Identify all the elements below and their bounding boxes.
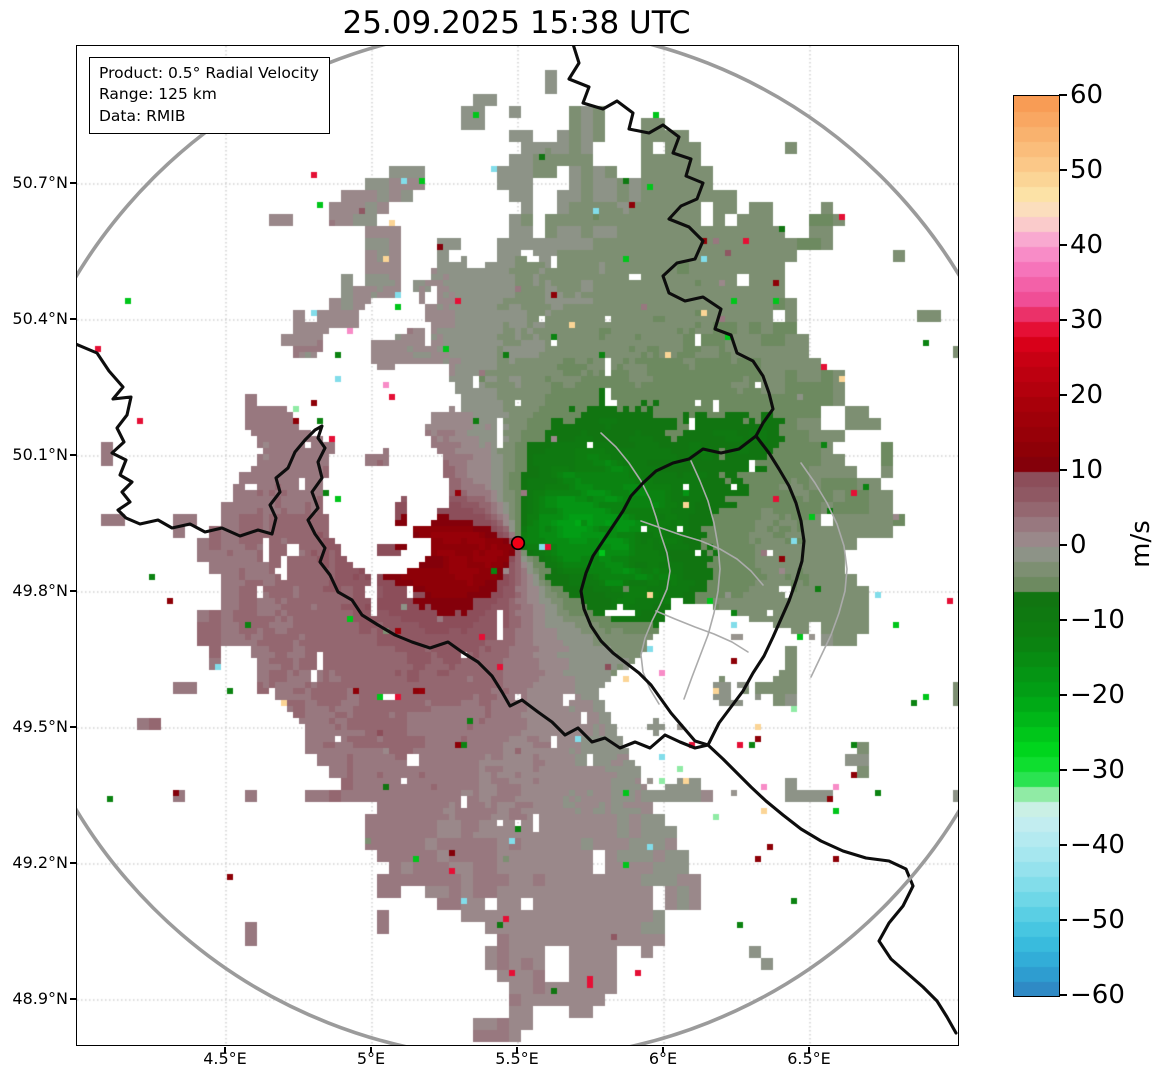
colorbar-tick-mark [1059,244,1067,246]
x-tick-mark [662,1046,664,1053]
x-tick-label: 5°E [356,1049,386,1068]
province-border-path [655,610,749,653]
y-tick-label: 50.7°N [12,173,68,192]
colorbar-tick-label: −10 [1070,605,1125,635]
colorbar-tick-mark [1059,544,1067,546]
y-tick-mark [70,454,76,456]
x-tick-mark [808,1046,810,1053]
country-border-path [567,46,775,438]
y-tick-label: 49.8°N [12,581,68,600]
colorbar-tick-mark [1059,169,1067,171]
y-tick-label: 50.1°N [12,445,68,464]
y-tick-label: 49.5°N [12,717,68,736]
colorbar-tick-mark [1059,619,1067,621]
colorbar-tick-label: −60 [1070,980,1125,1010]
country-border-path [706,434,806,747]
colorbar-tick-label: −20 [1070,680,1125,710]
x-tick-label: 6°E [648,1049,678,1068]
y-tick-mark [70,590,76,592]
colorbar-tick-label: 30 [1070,305,1104,335]
info-range: Range: 125 km [99,85,217,104]
colorbar-tick-mark [1059,319,1067,321]
y-tick-mark [70,318,76,320]
y-tick-label: 50.4°N [12,309,68,328]
colorbar-tick-mark [1059,694,1067,696]
colorbar-tick-mark [1059,844,1067,846]
province-border-path [600,432,671,705]
y-tick-label: 49.2°N [12,853,68,872]
colorbar-tick-mark [1059,769,1067,771]
radar-site-marker [510,535,526,551]
colorbar-tick-label: 60 [1070,80,1104,110]
colorbar-tick-mark [1059,919,1067,921]
colorbar-tick-label: 50 [1070,155,1104,185]
colorbar-tick-label: −30 [1070,755,1125,785]
colorbar-tick-mark [1059,994,1067,996]
map-overlay [77,46,958,1045]
y-tick-mark [70,726,76,728]
x-tick-label: 5.5°E [495,1049,539,1068]
product-info-box: Product: 0.5° Radial Velocity Range: 125… [89,57,330,135]
colorbar-tick-label: −40 [1070,830,1125,860]
colorbar-tick-mark [1059,394,1067,396]
x-tick-mark [370,1046,372,1053]
province-border-path [800,462,848,678]
colorbar-tick-mark [1059,469,1067,471]
colorbar-gradient [1014,96,1059,996]
info-product: Product: 0.5° Radial Velocity [99,64,319,82]
x-tick-label: 6.5°E [787,1049,831,1068]
colorbar-tick-label: 40 [1070,230,1104,260]
colorbar-unit-label: m/s [1126,520,1156,568]
y-tick-mark [70,998,76,1000]
colorbar-tick-label: 20 [1070,380,1104,410]
province-border-path [683,460,721,700]
x-tick-mark [516,1046,518,1053]
info-data-source: Data: RMIB [99,106,186,125]
x-tick-label: 4.5°E [203,1049,247,1068]
plot-title: 25.09.2025 15:38 UTC [342,5,691,41]
map-plot: Product: 0.5° Radial Velocity Range: 125… [76,45,959,1046]
colorbar-tick-label: 10 [1070,455,1104,485]
province-border-path [640,520,764,586]
colorbar [1013,95,1060,997]
colorbar-tick-mark [1059,94,1067,96]
country-border-path [579,434,758,747]
country-border-path [706,743,958,1035]
colorbar-tick-label: 0 [1070,530,1087,560]
x-tick-mark [224,1046,226,1053]
country-border-path [77,342,710,750]
colorbar-tick-label: −50 [1070,905,1125,935]
y-tick-label: 48.9°N [12,989,68,1008]
y-tick-mark [70,862,76,864]
y-tick-mark [70,182,76,184]
